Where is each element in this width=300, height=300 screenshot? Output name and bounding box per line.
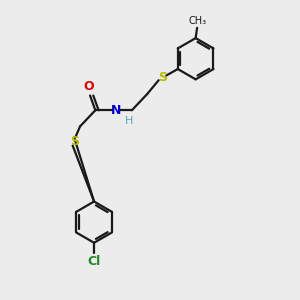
Text: N: N	[111, 104, 122, 117]
Text: S: S	[70, 135, 79, 148]
Text: Cl: Cl	[87, 255, 101, 268]
Text: H: H	[125, 116, 133, 125]
Text: O: O	[83, 80, 94, 93]
Text: S: S	[158, 71, 167, 84]
Text: CH₃: CH₃	[188, 16, 206, 26]
